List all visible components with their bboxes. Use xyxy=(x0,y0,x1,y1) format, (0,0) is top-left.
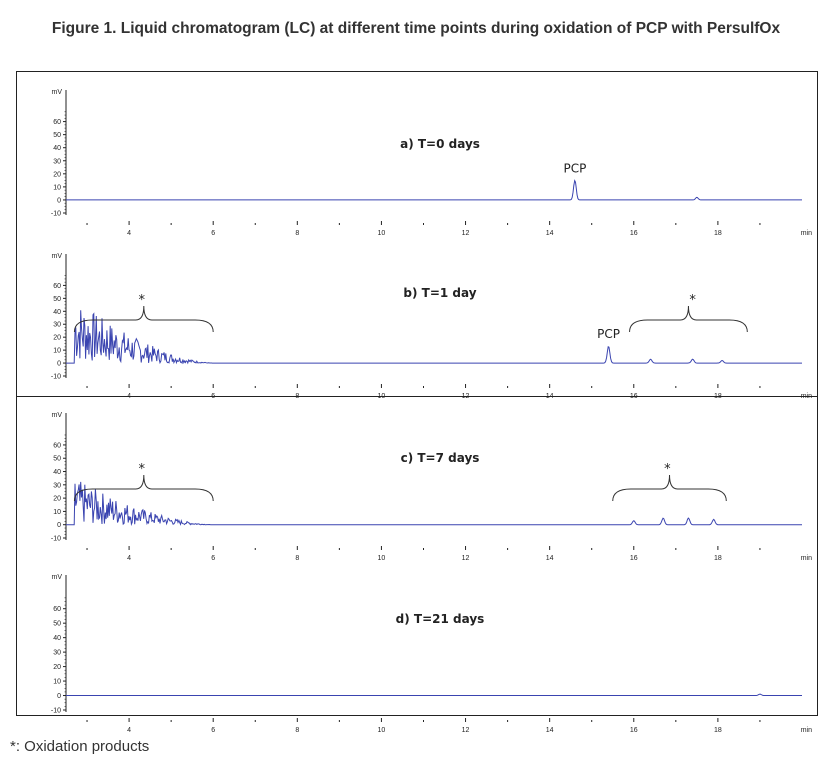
y-tick-label: 30 xyxy=(53,158,61,165)
x-unit-label: min xyxy=(801,555,812,562)
pcp-label: PCP xyxy=(563,161,586,175)
bracket xyxy=(629,305,748,333)
y-tick-label: 10 xyxy=(53,679,61,686)
x-tick-label: 4 xyxy=(127,230,131,237)
y-tick-label: 40 xyxy=(53,145,61,152)
panel-0: mV 60 50 40 30 20 10 0 -10 4 6 8 10 12 14 16 18 min a) T=0… xyxy=(51,89,812,237)
y-tick-label: 30 xyxy=(53,322,61,329)
y-unit-label: mV xyxy=(52,89,63,96)
y-tick-label: 0 xyxy=(57,197,61,204)
x-tick-label: 12 xyxy=(462,230,470,237)
chromatogram-trace xyxy=(66,693,802,696)
x-tick-label: 6 xyxy=(211,393,215,400)
y-tick-label: 50 xyxy=(53,621,61,628)
bracket xyxy=(73,474,214,502)
panel-divider xyxy=(16,396,818,397)
y-unit-label: mV xyxy=(52,253,63,260)
y-unit-label: mV xyxy=(52,574,63,581)
x-tick-label: 4 xyxy=(127,555,131,562)
y-tick-label: 40 xyxy=(53,635,61,642)
x-tick-label: 6 xyxy=(211,727,215,734)
y-tick-label: -10 xyxy=(51,374,61,381)
panel-2: mV 60 50 40 30 20 10 0 -10 4 6 8 10 12 14 16 18 min c) T=7… xyxy=(51,412,812,562)
chromatogram-trace xyxy=(66,481,802,527)
y-tick-label: 40 xyxy=(53,309,61,316)
x-tick-label: 18 xyxy=(714,230,722,237)
x-tick-label: 4 xyxy=(127,727,131,734)
x-tick-label: 14 xyxy=(546,393,554,400)
x-tick-label: 16 xyxy=(630,727,638,734)
y-tick-label: 20 xyxy=(53,664,61,671)
panel-title: b) T=1 day xyxy=(403,286,476,300)
y-tick-label: 60 xyxy=(53,606,61,613)
oxidation-marker: * xyxy=(664,462,671,477)
chromatogram-trace xyxy=(66,310,802,365)
x-tick-label: 14 xyxy=(546,555,554,562)
x-unit-label: min xyxy=(801,230,812,237)
bracket xyxy=(73,305,214,333)
panel-1: mV 60 50 40 30 20 10 0 -10 4 6 8 10 12 14 16 18 min b) T=1… xyxy=(51,253,812,400)
x-tick-label: 6 xyxy=(211,555,215,562)
chromatogram-trace xyxy=(66,179,802,201)
y-tick-label: 60 xyxy=(53,283,61,290)
figure-frame xyxy=(16,71,818,716)
x-tick-label: 10 xyxy=(378,230,386,237)
x-unit-label: min xyxy=(801,393,812,400)
figure-title: Figure 1. Liquid chromatogram (LC) at di… xyxy=(51,20,781,37)
y-tick-label: 20 xyxy=(53,335,61,342)
panel-title: d) T=21 days xyxy=(396,612,485,626)
x-tick-label: 8 xyxy=(295,230,299,237)
oxidation-marker: * xyxy=(138,462,145,477)
y-tick-label: 30 xyxy=(53,482,61,489)
y-tick-label: 20 xyxy=(53,171,61,178)
x-tick-label: 8 xyxy=(295,393,299,400)
y-tick-label: 50 xyxy=(53,132,61,139)
footnote: *: Oxidation products xyxy=(10,738,150,755)
x-tick-label: 14 xyxy=(546,230,554,237)
y-tick-label: 0 xyxy=(57,361,61,368)
y-tick-label: 10 xyxy=(53,509,61,516)
x-tick-label: 18 xyxy=(714,727,722,734)
x-tick-label: 12 xyxy=(462,727,470,734)
y-tick-label: 0 xyxy=(57,522,61,529)
y-tick-label: 60 xyxy=(53,119,61,126)
x-tick-label: 16 xyxy=(630,555,638,562)
panel-title: a) T=0 days xyxy=(400,137,480,151)
x-tick-label: 16 xyxy=(630,230,638,237)
panel-3: mV 60 50 40 30 20 10 0 -10 4 6 8 10 12 14 16 18 min d) T=2… xyxy=(51,574,812,734)
y-tick-label: -10 xyxy=(51,536,61,543)
y-tick-label: 30 xyxy=(53,650,61,657)
x-unit-label: min xyxy=(801,727,812,734)
bracket xyxy=(612,474,727,502)
y-tick-label: 0 xyxy=(57,693,61,700)
x-tick-label: 12 xyxy=(462,555,470,562)
y-tick-label: 10 xyxy=(53,348,61,355)
oxidation-marker: * xyxy=(138,293,145,308)
x-tick-label: 18 xyxy=(714,555,722,562)
x-tick-label: 8 xyxy=(295,727,299,734)
y-tick-label: 60 xyxy=(53,442,61,449)
y-tick-label: -10 xyxy=(51,708,61,715)
y-tick-label: 50 xyxy=(53,296,61,303)
panel-title: c) T=7 days xyxy=(401,451,480,465)
x-tick-label: 16 xyxy=(630,393,638,400)
oxidation-marker: * xyxy=(689,293,696,308)
y-tick-label: 10 xyxy=(53,184,61,191)
y-tick-label: 50 xyxy=(53,456,61,463)
x-tick-label: 4 xyxy=(127,393,131,400)
x-tick-label: 10 xyxy=(378,727,386,734)
x-tick-label: 10 xyxy=(378,393,386,400)
x-tick-label: 6 xyxy=(211,230,215,237)
x-tick-label: 14 xyxy=(546,727,554,734)
x-tick-label: 10 xyxy=(378,555,386,562)
y-tick-label: -10 xyxy=(51,211,61,218)
y-tick-label: 20 xyxy=(53,496,61,503)
pcp-label: PCP xyxy=(597,327,620,341)
y-unit-label: mV xyxy=(52,412,63,419)
y-tick-label: 40 xyxy=(53,469,61,476)
x-tick-label: 12 xyxy=(462,393,470,400)
x-tick-label: 8 xyxy=(295,555,299,562)
x-tick-label: 18 xyxy=(714,393,722,400)
